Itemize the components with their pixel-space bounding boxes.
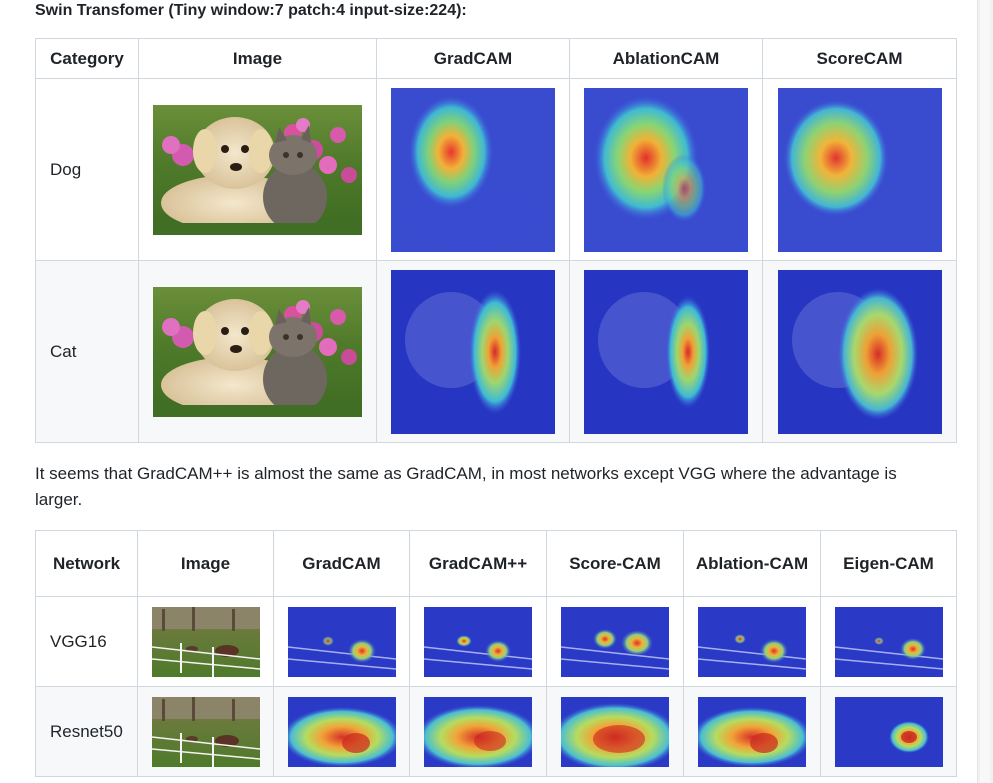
header-image: Image (138, 38, 377, 79)
table-row-dog: Dog (35, 78, 957, 261)
image-cell (138, 78, 377, 261)
section-heading: Swin Transfomer (Tiny window:7 patch:4 i… (35, 2, 467, 19)
table-header-row: Network Image GradCAM GradCAM++ Score-CA… (35, 530, 957, 597)
score-cam-cell (546, 596, 684, 687)
eigen-cam-cell (820, 596, 957, 687)
gradcam-plus-plus-cell (409, 596, 547, 687)
score-cam-heatmap (561, 606, 669, 677)
comparison-note: It seems that GradCAM++ is almost the sa… (35, 464, 897, 509)
header-category: Category (35, 38, 139, 79)
header-scorecam: ScoreCAM (762, 38, 957, 79)
ablationcam-cell (569, 78, 763, 261)
eigen-cam-cell (820, 686, 957, 777)
header-ablation-cam: Ablation-CAM (683, 530, 821, 597)
puppy-kitten-photo (153, 286, 362, 417)
header-ablationcam: AblationCAM (569, 38, 763, 79)
gradcam-plus-plus-heatmap (424, 606, 532, 677)
gradcam-cell (376, 260, 570, 443)
horses-field-photo (151, 606, 260, 677)
header-network: Network (35, 530, 138, 597)
gradcam-plus-plus-heatmap (424, 696, 532, 767)
image-cell (138, 260, 377, 443)
scorecam-cell (762, 260, 957, 443)
header-gradcam: GradCAM (273, 530, 410, 597)
gradcam-cell (376, 78, 570, 261)
ablation-cam-heatmap (698, 606, 806, 677)
gradcam-cell (273, 686, 410, 777)
table-header-row: Category Image GradCAM AblationCAM Score… (35, 38, 957, 79)
network-comparison-table: Network Image GradCAM GradCAM++ Score-CA… (35, 530, 957, 777)
category-label: Dog (35, 78, 139, 261)
gradcam-heatmap (287, 606, 396, 677)
category-label: Cat (35, 260, 139, 443)
scorecam-heatmap (777, 269, 942, 434)
table-row-resnet50: Resnet50 (35, 686, 957, 777)
eigen-cam-heatmap (834, 696, 943, 767)
score-cam-cell (546, 686, 684, 777)
gradcam-heatmap (287, 696, 396, 767)
puppy-kitten-photo (153, 104, 362, 235)
ablation-cam-cell (683, 686, 821, 777)
image-cell (137, 686, 274, 777)
gradcam-cell (273, 596, 410, 687)
scorecam-heatmap (777, 87, 942, 252)
scrollbar-thumb[interactable] (980, 0, 990, 783)
ablationcam-heatmap (584, 87, 748, 252)
swin-results-table: Category Image GradCAM AblationCAM Score… (35, 38, 957, 443)
header-eigen-cam: Eigen-CAM (820, 530, 957, 597)
network-label: VGG16 (35, 596, 138, 687)
table-row-cat: Cat (35, 260, 957, 443)
score-cam-heatmap (561, 696, 669, 767)
scorecam-cell (762, 78, 957, 261)
ablation-cam-heatmap (698, 696, 806, 767)
gradcam-plus-plus-cell (409, 686, 547, 777)
eigen-cam-heatmap (834, 606, 943, 677)
header-gradcam: GradCAM (376, 38, 570, 79)
header-image: Image (137, 530, 274, 597)
gradcam-heatmap (391, 87, 555, 252)
header-gradcam-plus-plus: GradCAM++ (409, 530, 547, 597)
horses-field-photo (151, 696, 260, 767)
ablationcam-heatmap (584, 269, 748, 434)
network-label: Resnet50 (35, 686, 138, 777)
ablation-cam-cell (683, 596, 821, 687)
table-row-vgg16: VGG16 (35, 596, 957, 687)
header-score-cam: Score-CAM (546, 530, 684, 597)
ablationcam-cell (569, 260, 763, 443)
image-cell (137, 596, 274, 687)
gradcam-heatmap (391, 269, 555, 434)
